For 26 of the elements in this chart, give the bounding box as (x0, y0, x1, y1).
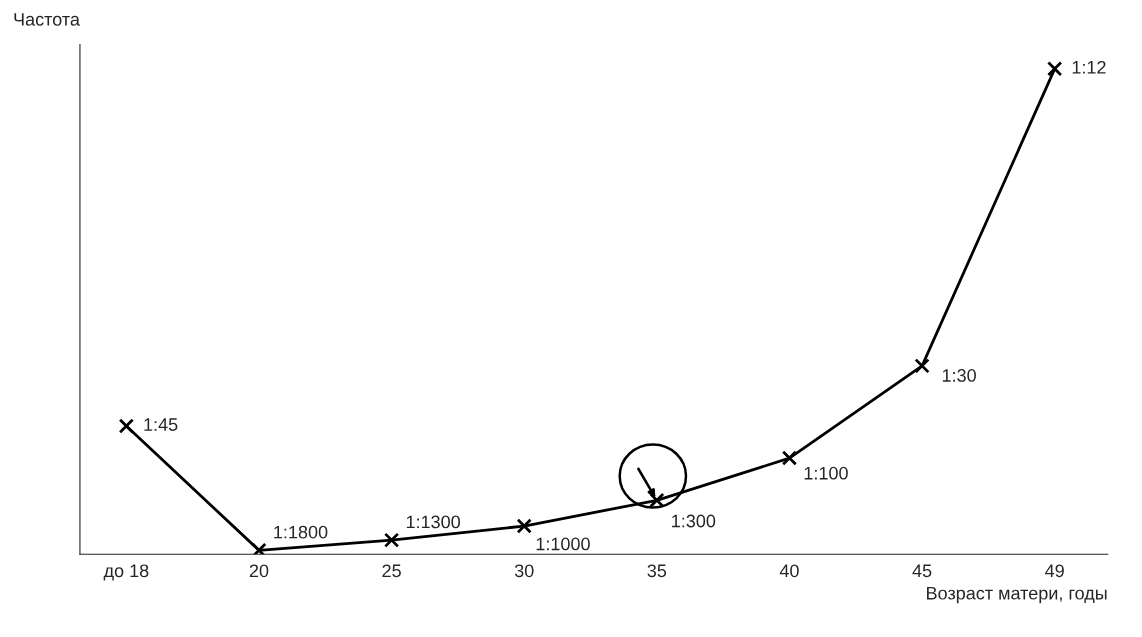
annotation: 1:100 (804, 466, 848, 480)
point (251, 542, 267, 555)
annotation: 1:1000 (536, 537, 590, 551)
x-tick-label: 35 (647, 564, 667, 578)
point (118, 418, 134, 434)
x-tick-label: 40 (779, 564, 799, 578)
x-tick-label: 49 (1045, 564, 1064, 578)
x-tick-label: 45 (912, 564, 932, 578)
x-tick-label: 25 (382, 564, 401, 578)
point (914, 358, 930, 374)
annotation: 1:300 (672, 514, 716, 528)
x-tick-label: до 18 (103, 564, 149, 581)
point (781, 450, 798, 466)
annotation: 1:30 (942, 369, 976, 382)
x-axis-title: Возраст матери, годы (927, 586, 1107, 604)
point (383, 532, 400, 548)
point (516, 518, 532, 534)
annotation: 1:1300 (406, 515, 460, 529)
x-tick-label: 20 (249, 564, 269, 578)
annotation: 1:1800 (274, 525, 328, 539)
annotation: 1:45 (144, 418, 178, 431)
y-axis-title: Частота (14, 13, 80, 26)
x-tick-label: 30 (514, 564, 534, 578)
annotation: 1:12 (1072, 60, 1106, 74)
point (649, 492, 665, 508)
point (1047, 61, 1063, 77)
